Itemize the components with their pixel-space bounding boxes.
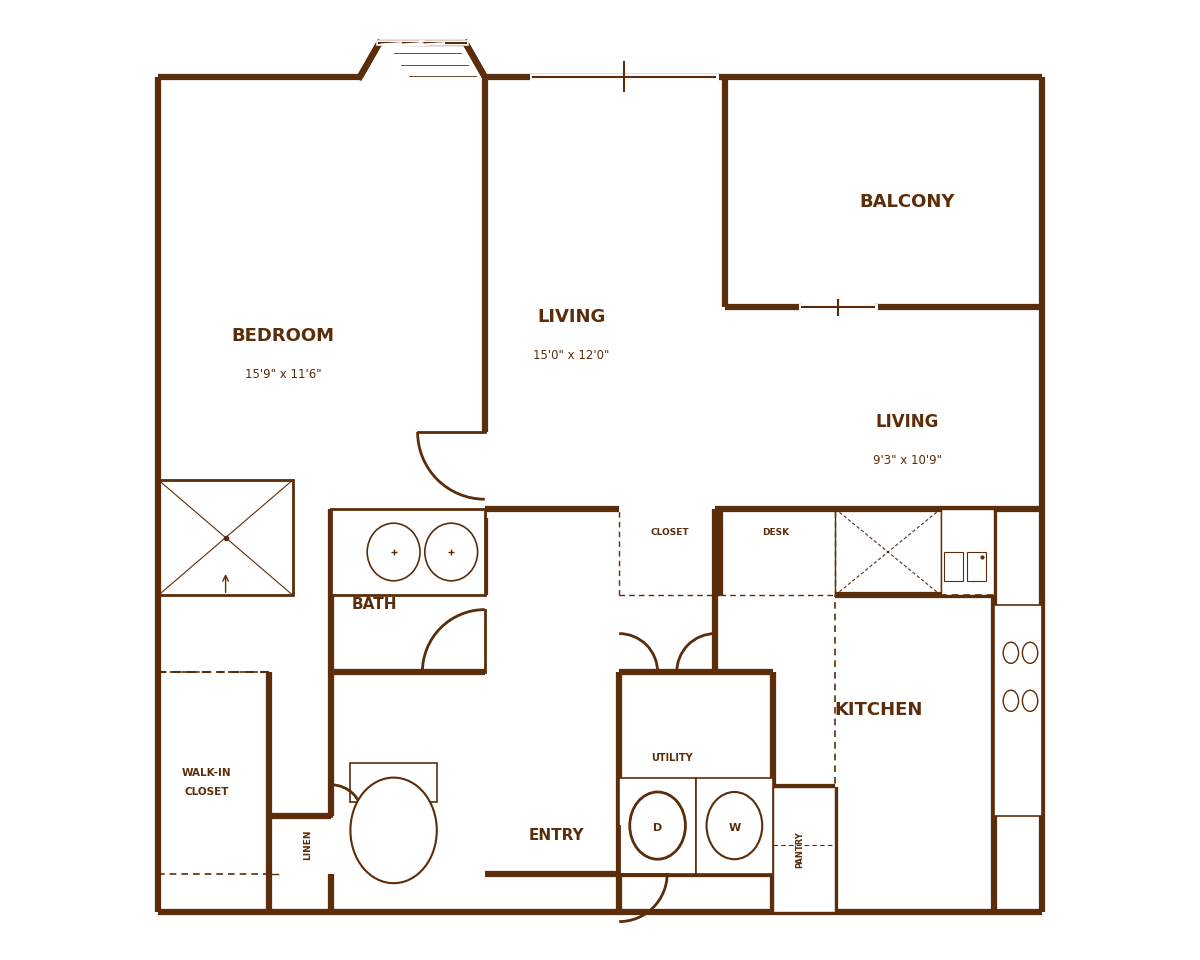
Bar	[943, 552, 962, 581]
Ellipse shape	[1022, 690, 1038, 711]
Text: KITCHEN: KITCHEN	[834, 702, 923, 719]
Text: ENTRY: ENTRY	[529, 828, 584, 843]
Text: BATH: BATH	[352, 597, 397, 612]
Bar	[994, 605, 1042, 816]
Bar	[967, 552, 986, 581]
Text: PANTRY: PANTRY	[796, 831, 804, 868]
Bar	[158, 480, 293, 595]
Text: CLOSET: CLOSET	[650, 528, 689, 538]
Bar	[350, 763, 437, 802]
Bar	[331, 509, 485, 595]
Text: W: W	[728, 823, 740, 832]
Ellipse shape	[707, 792, 762, 859]
Bar	[835, 509, 941, 595]
Text: BALCONY: BALCONY	[859, 193, 955, 210]
Ellipse shape	[350, 778, 437, 883]
Text: D: D	[653, 823, 662, 832]
Text: LINEN: LINEN	[302, 829, 312, 860]
Text: LIVING: LIVING	[538, 308, 605, 325]
Text: DESK: DESK	[762, 528, 790, 538]
Text: 15'9" x 11'6": 15'9" x 11'6"	[245, 368, 322, 381]
Text: CLOSET: CLOSET	[184, 787, 229, 797]
Bar	[773, 787, 835, 912]
Ellipse shape	[1003, 642, 1019, 663]
Ellipse shape	[1022, 642, 1038, 663]
Ellipse shape	[630, 792, 685, 859]
Text: UTILITY: UTILITY	[652, 754, 692, 763]
Text: LIVING: LIVING	[876, 414, 938, 431]
Text: 9'3" x 10'9": 9'3" x 10'9"	[872, 454, 942, 468]
Text: 15'0" x 12'0": 15'0" x 12'0"	[533, 348, 610, 362]
Bar	[696, 778, 773, 874]
Bar	[619, 778, 696, 874]
Bar	[941, 509, 994, 595]
Text: WALK-IN: WALK-IN	[181, 768, 232, 778]
Ellipse shape	[1003, 690, 1019, 711]
Text: BEDROOM: BEDROOM	[232, 327, 335, 345]
